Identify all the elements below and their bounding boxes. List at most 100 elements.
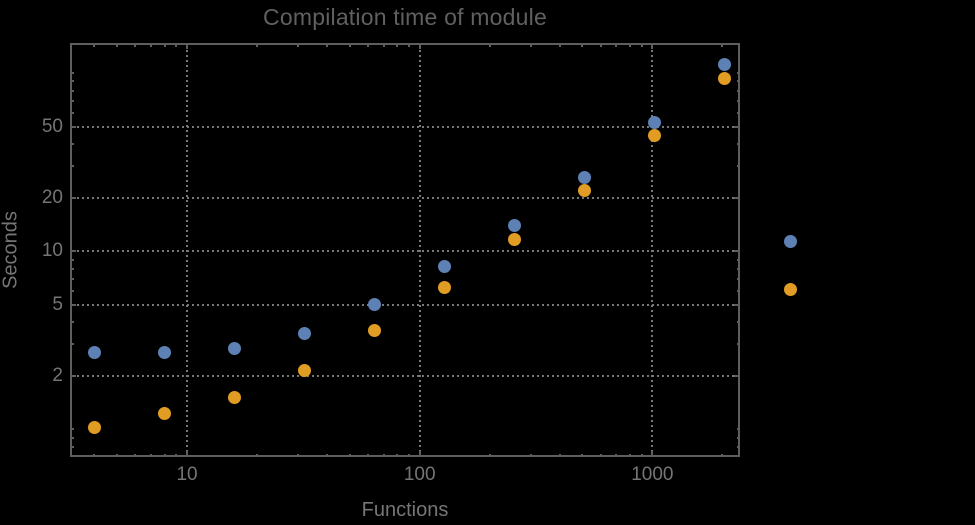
gridline-v-1000 bbox=[651, 45, 654, 455]
gridline-h-20 bbox=[72, 196, 738, 199]
x-tick bbox=[628, 453, 631, 457]
y-tick bbox=[734, 196, 740, 199]
y-tick bbox=[736, 343, 740, 346]
y-tick-label-10: 10 bbox=[41, 240, 63, 262]
x-tick-label-10: 10 bbox=[176, 464, 198, 485]
x-tick bbox=[367, 453, 370, 457]
x-tick bbox=[382, 43, 385, 47]
y-tick bbox=[70, 267, 74, 270]
orange-series-point bbox=[228, 390, 242, 404]
x-tick bbox=[150, 43, 152, 47]
y-tick-label-2: 2 bbox=[52, 364, 63, 386]
x-tick bbox=[326, 43, 329, 47]
orange-series-point bbox=[578, 183, 592, 197]
x-tick bbox=[651, 43, 654, 49]
y-tick bbox=[70, 321, 74, 324]
x-tick bbox=[297, 453, 300, 457]
x-tick bbox=[396, 453, 399, 457]
gridline-h-50 bbox=[72, 125, 738, 128]
gridline-v-10 bbox=[186, 45, 189, 455]
orange-series-point bbox=[368, 323, 382, 337]
y-tick-label-5: 5 bbox=[52, 293, 63, 315]
y-tick bbox=[736, 258, 740, 261]
x-tick bbox=[326, 453, 329, 457]
y-tick bbox=[734, 374, 740, 377]
x-tick bbox=[163, 43, 166, 47]
x-tick bbox=[382, 453, 385, 457]
blue-series-point bbox=[648, 115, 662, 129]
blue-series-point bbox=[87, 346, 101, 360]
y-tick bbox=[736, 80, 740, 83]
x-tick bbox=[640, 453, 643, 457]
y-tick bbox=[736, 89, 740, 92]
y-tick bbox=[70, 89, 74, 92]
y-tick bbox=[70, 289, 74, 292]
y-tick bbox=[70, 445, 74, 448]
x-tick bbox=[488, 43, 491, 47]
x-tick bbox=[186, 43, 189, 49]
x-tick bbox=[93, 43, 96, 47]
y-tick bbox=[70, 277, 74, 280]
x-tick bbox=[186, 451, 189, 457]
x-tick bbox=[721, 453, 724, 457]
y-tick bbox=[70, 258, 74, 261]
y-tick bbox=[736, 445, 740, 448]
gridline-h-10 bbox=[72, 250, 738, 253]
x-tick bbox=[581, 43, 584, 47]
y-tick bbox=[70, 374, 76, 377]
x-tick bbox=[116, 453, 118, 457]
x-tick bbox=[558, 43, 561, 47]
x-tick bbox=[150, 453, 152, 457]
y-tick bbox=[736, 111, 740, 114]
orange-series-point bbox=[158, 406, 171, 420]
y-tick bbox=[736, 289, 740, 292]
x-tick bbox=[175, 453, 178, 457]
y-tick bbox=[70, 303, 76, 306]
y-tick-label-20: 20 bbox=[41, 186, 63, 208]
blue-series-point bbox=[578, 170, 592, 184]
y-tick bbox=[70, 436, 74, 439]
y-tick bbox=[736, 321, 740, 324]
y-tick bbox=[70, 343, 74, 346]
y-tick bbox=[70, 196, 76, 199]
x-tick bbox=[599, 453, 602, 457]
x-tick-label-1000: 1000 bbox=[631, 464, 674, 485]
x-tick bbox=[163, 453, 166, 457]
x-tick bbox=[418, 43, 421, 49]
blue-series-point bbox=[298, 327, 312, 341]
y-tick bbox=[736, 72, 740, 75]
blue-series-point bbox=[368, 298, 382, 312]
y-tick bbox=[70, 428, 74, 431]
x-tick bbox=[418, 451, 421, 457]
x-tick bbox=[408, 43, 411, 47]
orange-series-point bbox=[298, 363, 312, 377]
blue-series-point bbox=[508, 218, 522, 232]
x-tick bbox=[116, 43, 118, 47]
x-tick bbox=[408, 453, 411, 457]
y-tick bbox=[736, 277, 740, 280]
plot-frame bbox=[70, 43, 740, 457]
chart-title: Compilation time of module bbox=[263, 4, 547, 30]
x-tick bbox=[488, 453, 491, 457]
x-tick bbox=[628, 43, 631, 47]
blue-series-point bbox=[438, 260, 452, 274]
x-tick bbox=[615, 453, 618, 457]
x-tick bbox=[599, 43, 602, 47]
y-tick bbox=[70, 125, 76, 128]
x-tick bbox=[297, 43, 300, 47]
x-tick bbox=[581, 453, 584, 457]
x-tick bbox=[396, 43, 399, 47]
x-tick bbox=[134, 43, 137, 47]
y-tick bbox=[70, 99, 74, 102]
x-axis-label: Functions bbox=[361, 499, 449, 521]
x-tick bbox=[558, 453, 561, 457]
x-tick bbox=[367, 43, 370, 47]
blue-series-point bbox=[718, 58, 732, 72]
y-tick bbox=[70, 111, 74, 114]
x-tick bbox=[256, 453, 259, 457]
y-tick bbox=[734, 125, 740, 128]
y-axis-label: Seconds bbox=[0, 211, 22, 289]
x-tick bbox=[615, 43, 618, 47]
gridline-h-2 bbox=[72, 374, 738, 377]
x-tick bbox=[721, 43, 724, 47]
